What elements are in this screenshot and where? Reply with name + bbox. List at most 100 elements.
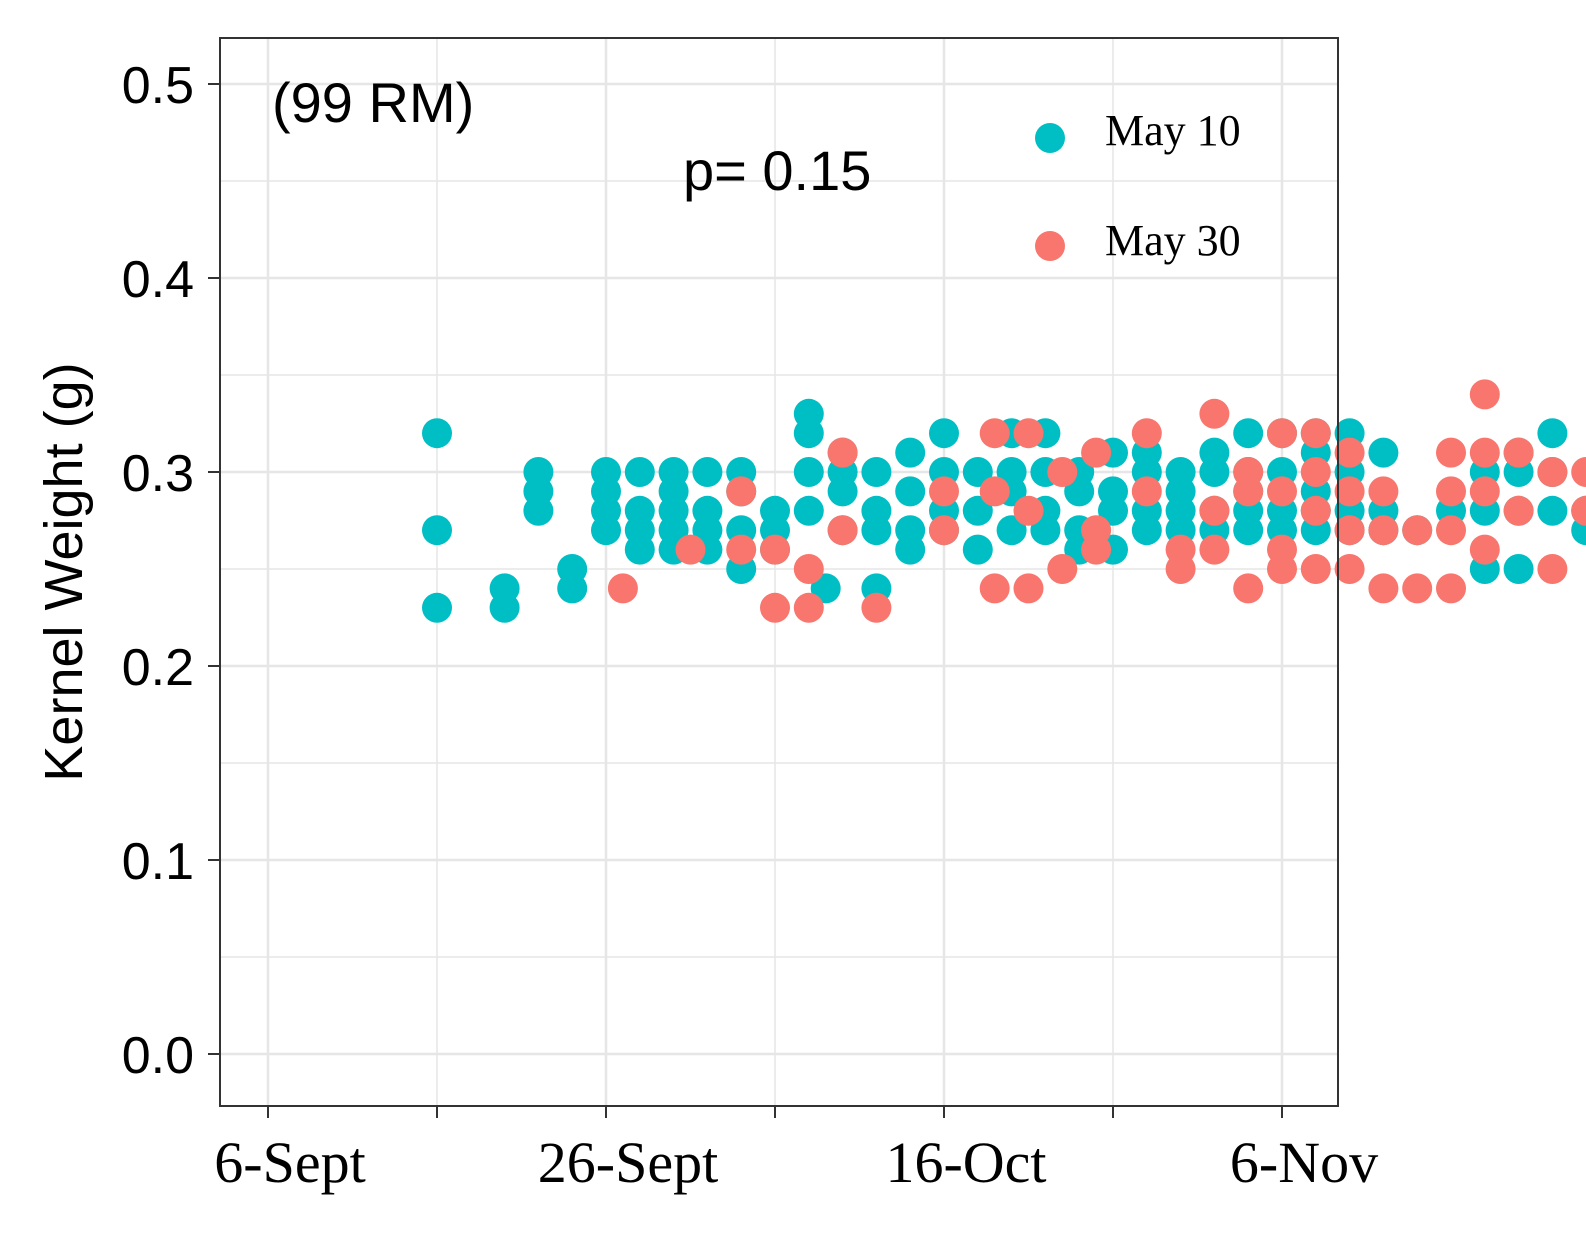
point-may-10 — [895, 437, 926, 468]
point-may-30 — [1436, 573, 1466, 604]
x-tick-label: 16-Oct — [885, 1130, 1046, 1195]
legend: May 10 May 30 — [1035, 106, 1241, 265]
point-may-30 — [1402, 573, 1433, 604]
point-may-10 — [793, 457, 824, 487]
panel-border — [219, 37, 1339, 1107]
point-may-30 — [760, 592, 790, 623]
point-may-10 — [692, 457, 723, 487]
x-tick-label: 6-Nov — [1230, 1130, 1378, 1195]
y-tick-label: 0.5 — [122, 57, 194, 115]
point-may-30 — [1436, 476, 1466, 507]
point-may-10 — [1233, 515, 1264, 546]
point-may-30 — [861, 592, 892, 623]
point-may-30 — [1402, 515, 1433, 546]
point-may-30 — [827, 437, 858, 468]
point-may-10 — [895, 476, 926, 507]
point-may-10 — [1064, 476, 1095, 507]
point-may-10 — [557, 573, 588, 604]
point-may-10 — [1537, 418, 1568, 449]
point-may-30 — [1300, 457, 1331, 487]
legend-label-may-10: May 10 — [1105, 106, 1241, 155]
point-may-30 — [1013, 495, 1044, 526]
x-tick-label: 26-Sept — [538, 1130, 718, 1195]
point-may-30 — [1469, 379, 1500, 410]
point-may-30 — [1571, 457, 1586, 487]
point-may-30 — [1267, 418, 1297, 449]
point-may-30 — [726, 476, 757, 507]
point-may-30 — [1199, 534, 1230, 565]
point-may-30 — [1267, 476, 1297, 507]
point-may-10 — [1199, 457, 1230, 487]
point-may-10 — [793, 495, 824, 526]
point-may-10 — [793, 418, 824, 449]
point-may-30 — [1081, 534, 1112, 565]
point-may-30 — [1300, 418, 1331, 449]
point-may-30 — [675, 534, 706, 565]
y-tick-label: 0.4 — [122, 251, 194, 309]
p-value-annotation: p= 0.15 — [683, 139, 871, 202]
point-may-10 — [624, 534, 655, 565]
point-may-10 — [1368, 437, 1399, 468]
point-may-10 — [1131, 515, 1162, 546]
y-tick-label: 0.1 — [122, 833, 194, 891]
point-may-10 — [810, 573, 841, 604]
point-may-10 — [422, 418, 452, 449]
point-may-30 — [1267, 554, 1297, 584]
point-may-30 — [979, 476, 1010, 507]
point-may-30 — [793, 554, 824, 584]
point-may-30 — [1334, 515, 1365, 546]
point-may-30 — [1436, 437, 1466, 468]
point-may-30 — [793, 592, 824, 623]
point-may-30 — [827, 515, 858, 546]
point-may-30 — [1047, 554, 1078, 584]
point-may-30 — [929, 515, 959, 546]
point-may-10 — [489, 592, 520, 623]
point-may-30 — [1013, 573, 1044, 604]
point-may-10 — [827, 476, 858, 507]
point-may-30 — [1334, 476, 1365, 507]
point-may-10 — [962, 534, 993, 565]
point-may-30 — [1047, 457, 1078, 487]
axes: 0.0 0.1 0.2 0.3 0.4 0.5 6-Sept 26-Sept 16-Oct 6-N… — [122, 57, 1378, 1195]
point-may-30 — [1537, 457, 1568, 487]
point-may-30 — [1368, 515, 1399, 546]
legend-key-may-10 — [1035, 123, 1065, 153]
point-may-30 — [1436, 515, 1466, 546]
y-tick-label: 0.2 — [122, 639, 194, 697]
y-axis-title: Kernel Weight (g) — [34, 362, 94, 781]
point-may-10 — [523, 495, 554, 526]
point-may-10 — [422, 592, 452, 623]
point-may-10 — [422, 515, 452, 546]
plot-panel — [220, 38, 1338, 1106]
legend-key-may-30 — [1035, 231, 1065, 261]
point-may-30 — [1537, 554, 1568, 584]
y-tick-label: 0.3 — [122, 445, 194, 503]
point-may-30 — [979, 573, 1010, 604]
point-may-30 — [1469, 476, 1500, 507]
point-may-30 — [1368, 476, 1399, 507]
point-may-30 — [760, 534, 790, 565]
data-points — [422, 379, 1586, 623]
point-may-30 — [1368, 573, 1399, 604]
point-may-10 — [962, 457, 993, 487]
point-may-10 — [861, 457, 892, 487]
point-may-30 — [929, 476, 959, 507]
point-may-30 — [1199, 495, 1230, 526]
x-tick-label: 6-Sept — [214, 1130, 365, 1195]
point-may-30 — [1503, 495, 1534, 526]
point-may-30 — [979, 418, 1010, 449]
point-may-30 — [1131, 476, 1162, 507]
point-may-30 — [1233, 573, 1264, 604]
point-may-30 — [1469, 534, 1500, 565]
point-may-30 — [1334, 554, 1365, 584]
grid-lines — [220, 38, 1338, 1106]
point-may-10 — [591, 515, 621, 546]
point-may-10 — [861, 515, 892, 546]
point-may-30 — [1165, 554, 1196, 584]
point-may-30 — [1131, 418, 1162, 449]
y-tick-label: 0.0 — [122, 1027, 194, 1085]
point-may-10 — [929, 418, 959, 449]
point-may-30 — [726, 534, 757, 565]
point-may-30 — [1013, 418, 1044, 449]
